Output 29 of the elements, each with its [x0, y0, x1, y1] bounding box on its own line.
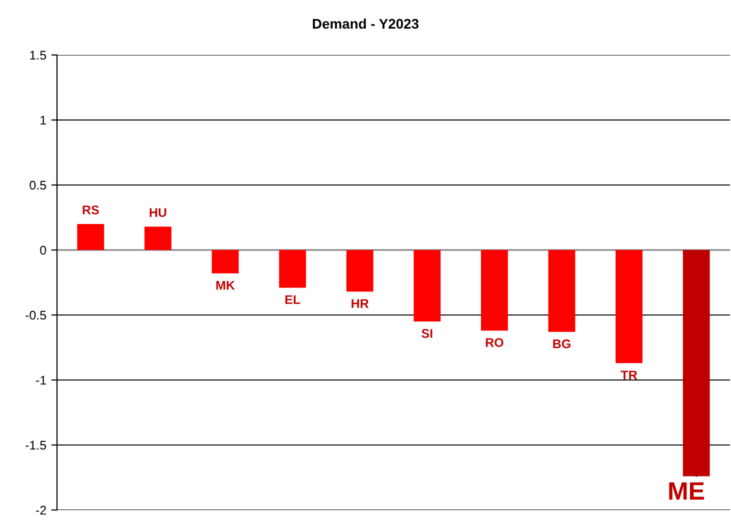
bar [212, 250, 239, 274]
y-tick-label: 1.5 [30, 50, 46, 60]
y-tick-label: -1.5 [26, 440, 46, 450]
bar [414, 250, 441, 322]
bar [682, 250, 710, 476]
x-tick-label: ME [669, 482, 704, 500]
y-tick-label: -2 [36, 506, 46, 515]
y-tick-label: 0.5 [30, 180, 46, 190]
bar [279, 250, 306, 288]
bar [480, 250, 508, 331]
x-tick-label: HR [352, 299, 369, 308]
x-tick-label: HU [150, 208, 166, 217]
y-tick-label: 1 [40, 116, 46, 125]
bar [548, 250, 576, 332]
x-tick-label: RO [486, 338, 504, 347]
bar [77, 224, 104, 250]
x-tick-label: SI [422, 329, 432, 338]
x-tick-label: TR [620, 370, 638, 380]
bar [346, 250, 374, 292]
bar [616, 250, 643, 364]
x-tick-label: EL [285, 295, 300, 304]
y-tick-label: -1 [36, 376, 46, 385]
x-tick-label: RS [82, 206, 99, 214]
y-tick-label: -0.5 [26, 310, 46, 320]
x-tick-label: BG [553, 339, 570, 348]
y-tick-label: 0 [40, 246, 46, 255]
x-tick-label: MK [216, 281, 235, 290]
bar [144, 226, 172, 250]
chart-title: Demand - Y2023 [312, 18, 419, 29]
